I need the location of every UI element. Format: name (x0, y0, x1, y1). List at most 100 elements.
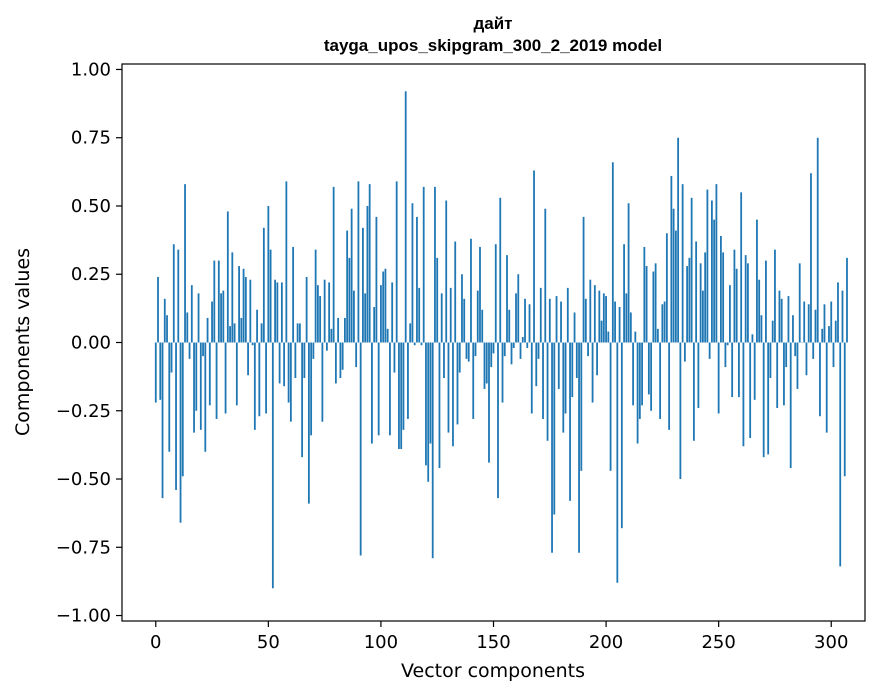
bar-component-273 (769, 342, 772, 378)
x-axis-ticks: 0 50 100 150 200 250 300 (150, 621, 848, 653)
bar-component-184 (569, 342, 571, 501)
bar-component-99 (377, 342, 380, 436)
y-tick-label: −0.50 (56, 469, 111, 490)
bar-component-174 (546, 342, 549, 441)
bar-component-49 (265, 342, 267, 414)
bar-component-108 (398, 342, 400, 449)
bar-component-66 (303, 342, 306, 378)
bar-component-226 (663, 301, 666, 343)
bar-component-195 (593, 285, 596, 343)
bar-component-50 (267, 205, 270, 343)
bar-component-120 (425, 342, 427, 466)
bar-component-201 (607, 331, 610, 343)
bar-component-68 (307, 342, 310, 504)
bar-component-285 (796, 342, 799, 389)
bar-component-4 (163, 298, 166, 343)
bar-component-30 (222, 290, 225, 343)
bar-component-282 (789, 342, 792, 469)
bar-component-91 (359, 342, 362, 556)
bar-component-150 (492, 342, 495, 354)
bar-component-32 (226, 211, 229, 343)
bar-component-10 (177, 249, 180, 343)
bar-component-185 (571, 342, 574, 398)
bar-component-267 (756, 219, 758, 343)
bar-component-286 (798, 263, 801, 343)
bar-component-269 (760, 315, 763, 343)
bar-component-148 (488, 342, 490, 463)
bar-component-164 (524, 298, 526, 343)
bar-component-215 (638, 342, 641, 419)
bar-component-79 (332, 186, 335, 343)
bar-component-22 (204, 342, 207, 452)
bar-component-37 (238, 266, 240, 343)
bar-component-288 (803, 301, 806, 343)
bar-component-252 (722, 252, 725, 343)
bar-component-261 (742, 342, 745, 447)
bar-component-101 (382, 271, 385, 343)
bar-component-143 (476, 290, 479, 343)
bar-component-93 (364, 293, 367, 343)
bar-component-9 (175, 342, 177, 490)
bar-component-211 (629, 312, 632, 343)
bar-component-65 (301, 342, 304, 458)
bar-component-255 (729, 285, 731, 343)
bar-component-202 (609, 342, 612, 471)
x-axis-label: Vector components (401, 660, 585, 682)
bar-component-270 (762, 342, 765, 458)
y-tick-label: 0.00 (71, 333, 111, 354)
bar-component-24 (208, 342, 211, 406)
bar-component-125 (436, 257, 439, 343)
bar-component-206 (618, 307, 621, 343)
bar-component-221 (652, 271, 655, 343)
bar-component-52 (271, 342, 274, 589)
bar-component-227 (665, 233, 668, 343)
bar-component-295 (819, 342, 821, 417)
bar-component-192 (587, 342, 589, 357)
bar-component-77 (328, 282, 331, 343)
bar-component-222 (654, 263, 657, 343)
bar-component-16 (190, 285, 193, 343)
bar-component-168 (533, 170, 535, 343)
bar-component-112 (407, 342, 409, 419)
bar-component-259 (738, 342, 740, 398)
bar-component-39 (242, 268, 245, 343)
bar-component-229 (670, 175, 673, 343)
x-tick-label: 50 (257, 632, 280, 653)
bar-component-123 (431, 342, 434, 559)
bar-component-180 (560, 301, 562, 343)
bar-component-51 (269, 249, 272, 343)
bar-component-230 (672, 208, 675, 343)
y-tick-label: 0.25 (71, 264, 111, 285)
bar-component-248 (713, 219, 716, 343)
bar-component-35 (233, 323, 236, 343)
chart-subtitle: tayga_upos_skipgram_300_2_2019 model (324, 36, 662, 55)
bar-component-76 (325, 342, 328, 351)
bar-component-158 (510, 342, 513, 365)
bar-component-214 (636, 342, 639, 444)
bar-component-27 (215, 342, 218, 419)
bar-component-217 (643, 246, 646, 343)
bar-component-113 (409, 323, 412, 343)
bar-component-48 (262, 227, 265, 343)
bar-component-160 (515, 293, 517, 343)
bar-component-100 (380, 285, 382, 343)
bar-component-38 (240, 317, 243, 343)
bar-component-188 (578, 342, 580, 553)
bar-component-305 (841, 290, 844, 343)
y-tick-label: −1.00 (56, 606, 111, 627)
bar-component-118 (420, 342, 423, 346)
bar-component-169 (535, 342, 538, 387)
bar-component-124 (434, 186, 436, 343)
x-tick-label: 200 (589, 632, 623, 653)
bar-component-70 (312, 342, 315, 359)
y-axis-label: Components values (12, 248, 34, 436)
bar-component-41 (247, 342, 249, 376)
bar-component-254 (726, 342, 729, 346)
bar-component-162 (519, 342, 522, 359)
bar-component-159 (512, 342, 515, 348)
bar-component-17 (193, 342, 195, 433)
bar-component-84 (344, 317, 346, 343)
bar-component-149 (490, 342, 493, 368)
bar-component-279 (783, 342, 785, 406)
